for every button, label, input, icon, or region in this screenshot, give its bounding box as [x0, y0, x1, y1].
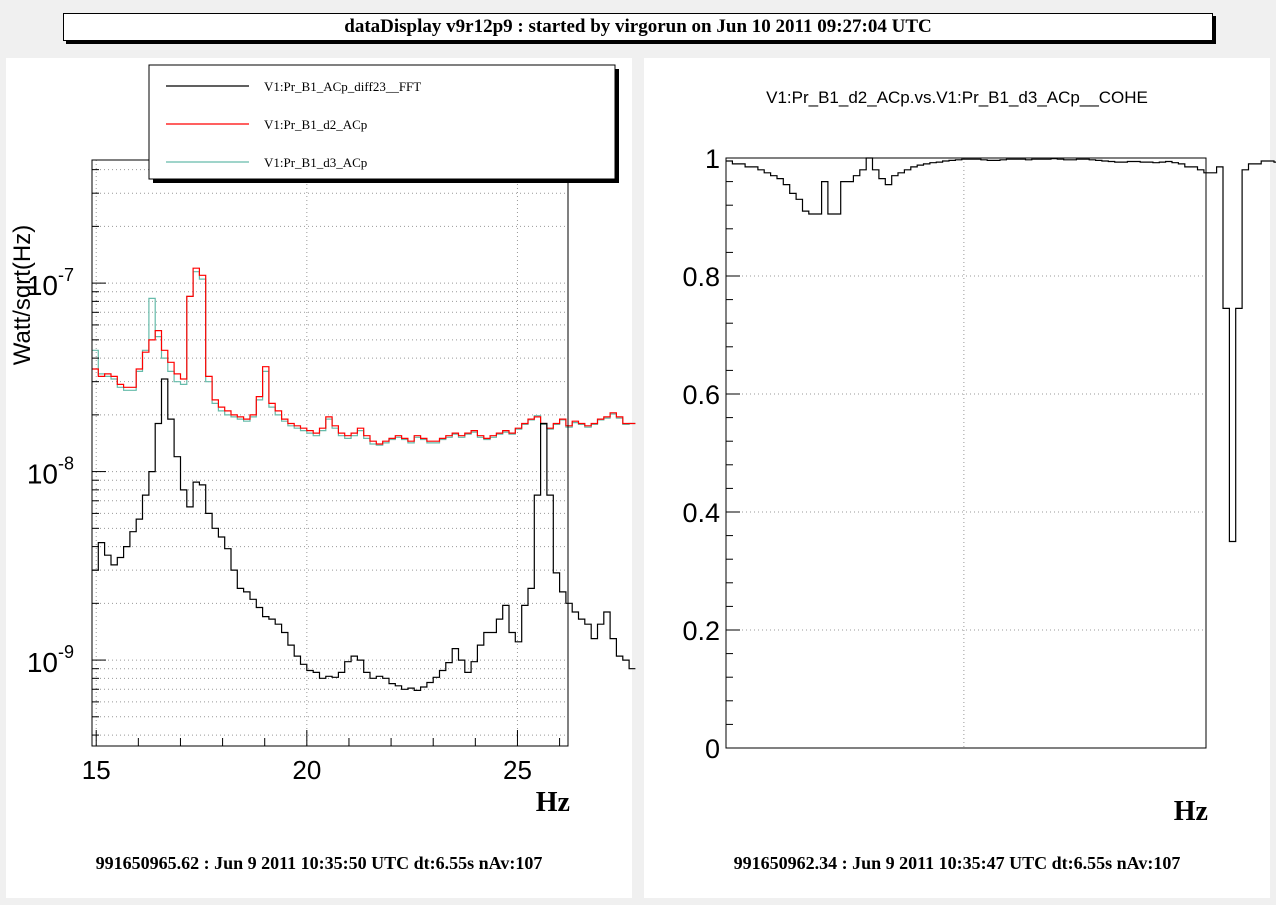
x-axis-label: Hz — [1174, 796, 1208, 827]
plot-frame — [91, 159, 569, 747]
coherence-footer: 991650962.34 : Jun 9 2011 10:35:47 UTC d… — [734, 853, 1181, 873]
plot-frame — [725, 157, 1207, 749]
y-tick-exponent: -7 — [58, 265, 74, 285]
series-line — [92, 378, 636, 691]
y-tick-label: 0.6 — [682, 380, 720, 410]
y-tick-exponent: -8 — [58, 454, 74, 474]
x-tick-label: 20 — [292, 755, 321, 785]
y-tick-label: 0.4 — [682, 498, 720, 528]
y-tick-label: 10 — [27, 270, 58, 301]
y-axis-label: Watt/sqrt(Hz) — [9, 225, 36, 365]
window-title: dataDisplay v9r12p9 : started by virgoru… — [63, 13, 1213, 41]
x-tick-label: 15 — [82, 755, 111, 785]
coherence-title: V1:Pr_B1_d2_ACp.vs.V1:Pr_B1_d3_ACp__COHE — [766, 88, 1148, 107]
y-tick-exponent: -9 — [58, 642, 74, 662]
legend: V1:Pr_B1_ACp_diff23__FFT V1:Pr_B1_d2_ACp V… — [148, 64, 619, 183]
legend-label: V1:Pr_B1_d3_ACp — [264, 155, 367, 170]
y-tick-label: 10 — [27, 459, 58, 490]
x-axis-label: Hz — [536, 787, 570, 818]
y-tick-label: 0.2 — [682, 616, 720, 646]
coherence-series — [726, 157, 1276, 543]
legend-box — [148, 64, 616, 180]
spectrum-grid — [92, 160, 568, 746]
spectrum-footer: 991650965.62 : Jun 9 2011 10:35:50 UTC d… — [96, 853, 543, 873]
y-tick-label: 0.8 — [682, 262, 720, 292]
y-tick-label: 1 — [705, 144, 720, 174]
coherence-pad[interactable]: V1:Pr_B1_d2_ACp.vs.V1:Pr_B1_d3_ACp__COHE… — [644, 58, 1276, 898]
legend-label: V1:Pr_B1_d2_ACp — [264, 117, 367, 132]
y-tick-label: 10 — [27, 647, 58, 678]
spectrum-series — [92, 267, 636, 691]
coherence-grid — [726, 157, 1206, 748]
y-tick-label: 0 — [705, 734, 720, 764]
y-axis: 0 0.2 0.4 0.6 0.8 1 — [682, 144, 740, 764]
coherence-chart: V1:Pr_B1_d2_ACp.vs.V1:Pr_B1_d3_ACp__COHE… — [682, 88, 1276, 873]
x-tick-label: 25 — [503, 755, 532, 785]
legend-label: V1:Pr_B1_ACp_diff23__FFT — [264, 79, 421, 94]
spectrum-pad[interactable]: 15 20 25 Hz 10 -9 10 -8 10 -7 Watt/sqrt(Hz) V1:Pr_B… — [6, 58, 636, 898]
series-line — [92, 267, 636, 445]
